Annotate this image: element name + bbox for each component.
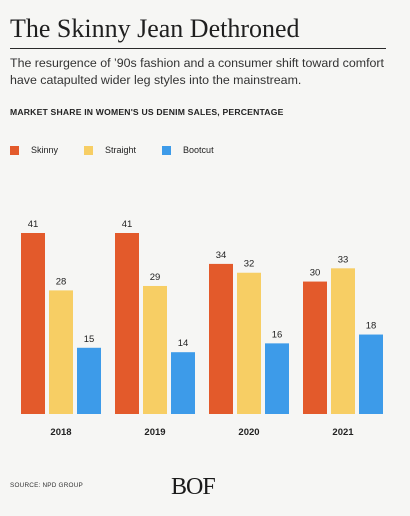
bar-straight-2020 xyxy=(237,272,261,414)
bar-bootcut-2021 xyxy=(359,334,383,414)
source-note: SOURCE: NPD GROUP xyxy=(10,482,83,489)
legend-swatch-straight xyxy=(84,145,94,155)
data-label-skinny-2019: 41 xyxy=(122,219,133,230)
bar-skinny-2021 xyxy=(303,281,327,414)
bar-skinny-2020 xyxy=(209,263,233,414)
chart-title: The Skinny Jean Dethroned xyxy=(10,14,300,43)
legend-label-bootcut: Bootcut xyxy=(183,145,214,155)
data-label-bootcut-2021: 18 xyxy=(366,321,377,332)
bar-straight-2021 xyxy=(331,268,355,414)
data-label-straight-2019: 29 xyxy=(150,272,161,283)
chart-subtitle: The resurgence of ’90s fashion and a con… xyxy=(10,56,384,87)
data-label-skinny-2020: 34 xyxy=(216,250,227,261)
bar-skinny-2018 xyxy=(21,233,45,414)
legend-item-straight: Straight xyxy=(84,145,136,155)
data-label-bootcut-2018: 15 xyxy=(84,334,95,345)
legend-swatch-skinny xyxy=(10,145,19,155)
x-tick-label-2021: 2021 xyxy=(332,427,354,438)
data-label-bootcut-2019: 14 xyxy=(178,338,189,349)
x-tick-label-2018: 2018 xyxy=(50,427,71,438)
data-label-bootcut-2020: 16 xyxy=(272,329,283,340)
legend: Skinny Straight Bootcut xyxy=(10,144,240,156)
legend-item-bootcut: Bootcut xyxy=(162,145,214,155)
x-tick-label-2020: 2020 xyxy=(238,427,259,438)
bar-bootcut-2019 xyxy=(171,352,195,414)
data-label-skinny-2021: 30 xyxy=(310,268,321,279)
legend-item-skinny: Skinny xyxy=(10,145,58,155)
legend-label-skinny: Skinny xyxy=(31,145,59,155)
title-divider xyxy=(10,48,386,49)
bar-straight-2018 xyxy=(49,290,73,414)
bar-straight-2019 xyxy=(143,285,167,414)
bar-skinny-2019 xyxy=(115,233,139,414)
bar-bootcut-2018 xyxy=(77,347,101,414)
y-axis-label: MARKET SHARE IN WOMEN'S US DENIM SALES, … xyxy=(10,107,284,117)
legend-swatch-bootcut xyxy=(162,145,172,155)
data-label-straight-2021: 33 xyxy=(338,254,349,265)
bar-bootcut-2020 xyxy=(265,343,289,414)
data-label-skinny-2018: 41 xyxy=(28,219,39,230)
data-label-straight-2020: 32 xyxy=(244,259,255,270)
x-tick-label-2019: 2019 xyxy=(144,427,165,438)
data-label-straight-2018: 28 xyxy=(56,276,67,287)
bof-logo: BOF xyxy=(171,474,216,500)
legend-label-straight: Straight xyxy=(105,145,137,155)
